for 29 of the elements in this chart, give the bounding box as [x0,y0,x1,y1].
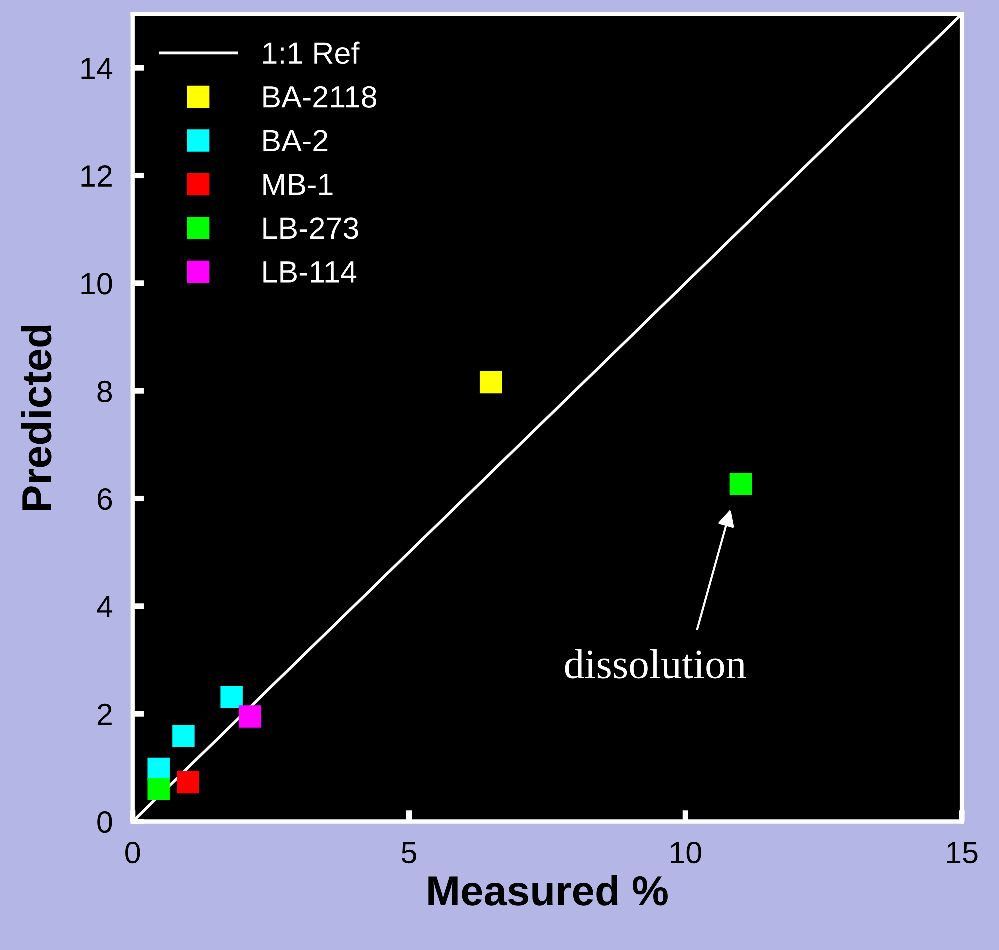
point [177,771,200,794]
x-tick-label: 0 [126,842,140,864]
y-tick-label: 2 [98,704,112,726]
point [220,686,243,709]
x-axis-title: Measured % [428,875,668,906]
legend-label: LB-114 [264,262,357,283]
y-axis-title: Predicted [21,326,52,510]
point [172,725,195,748]
y-tick-label: 14 [82,58,113,80]
y-tick-label: 0 [98,811,112,834]
x-tick-label: 5 [402,842,416,864]
legend-label: 1:1 Ref [264,42,360,64]
y-tick-label: 12 [82,165,112,187]
legend-label: BA-2 [264,130,328,152]
legend-label: MB-1 [264,174,333,196]
point [148,778,170,801]
x-tick-label: 15 [947,842,978,864]
y-tick-label: 10 [82,273,112,295]
y-tick-label: 8 [98,380,112,402]
x-tick-label: 10 [670,842,702,864]
y-tick-label: 4 [97,596,113,618]
point [480,371,502,394]
point [730,473,752,496]
annotation: dissolution [565,649,746,679]
legend-label: LB-273 [264,218,358,240]
y-tick-label: 6 [98,488,112,510]
point [148,758,170,780]
legend-label: BA-2118 [264,86,377,108]
point [238,706,262,728]
